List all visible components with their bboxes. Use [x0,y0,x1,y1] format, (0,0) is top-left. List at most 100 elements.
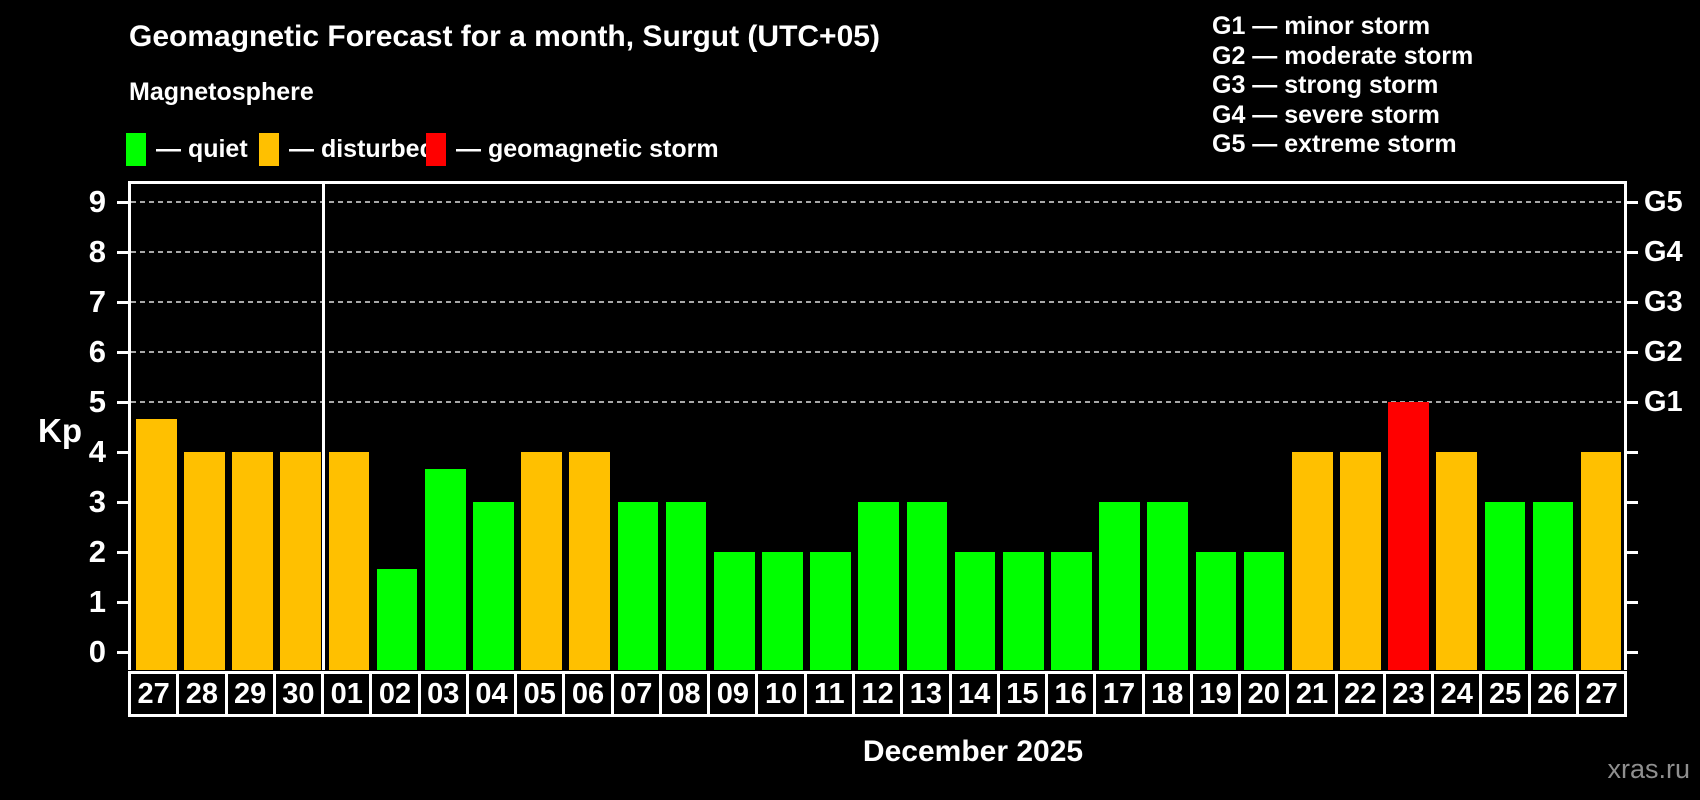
month-separator-line [322,184,326,670]
y-axis-label: 9 [88,184,106,219]
y-axis-tick [117,500,131,504]
day-label-29: 29 [224,671,276,717]
kp-bar-day-24 [1436,452,1477,670]
kp-bar-day-14 [954,552,996,670]
storm-color-swatch [426,132,446,166]
g-legend-line-g2: G2 — moderate storm [1212,41,1474,70]
right-axis-tick [1624,500,1638,504]
g-legend-line-g1: G1 — minor storm [1212,12,1431,40]
kp-bar-day-22 [1340,452,1381,670]
day-label-11: 11 [803,671,855,717]
right-axis-tick [1624,350,1638,354]
plot-area [128,181,1627,670]
magnetosphere-label: Magnetosphere [129,78,314,106]
g-legend-line-g4: G4 — severe storm [1212,100,1440,129]
kp-bar-day-01 [328,452,370,670]
x-axis-title: December 2025 [862,735,1084,768]
day-label-13: 13 [900,671,952,717]
right-axis-tick [1624,400,1638,404]
g-scale-label-g1: G1 [1644,386,1683,418]
legend-item-label: — geomagnetic storm [456,135,719,163]
kp-bar-day-10 [762,552,803,670]
day-label-19: 19 [1189,671,1242,717]
gridline-kp-7 [131,301,1624,303]
day-label-26: 26 [1527,671,1579,717]
right-axis-tick [1624,300,1638,304]
legend-item-quiet: — quiet [126,132,248,166]
disturbed-color-swatch [259,132,279,166]
kp-bar-day-16 [1051,552,1092,670]
legend-item-label: — quiet [156,135,248,163]
g-scale-label-g3: G3 [1644,286,1683,318]
day-label-06: 06 [562,671,614,717]
day-label-21: 21 [1286,671,1338,717]
g-scale-label-g4: G4 [1644,236,1683,268]
day-label-15: 15 [996,671,1049,717]
day-label-09: 09 [707,671,759,717]
kp-bar-day-29 [232,452,273,670]
kp-bar-day-27 [136,418,177,670]
kp-bar-day-15 [1002,552,1044,670]
chart-title: Geomagnetic Forecast for a month, Surgut… [129,20,880,53]
y-axis-tick [117,450,131,454]
kp-bar-day-19 [1195,552,1237,670]
y-axis-label: 8 [88,234,106,269]
y-axis-label: 4 [88,434,106,469]
kp-bar-day-30 [280,452,322,670]
kp-bar-day-20 [1243,552,1285,670]
kp-bar-day-17 [1099,502,1140,670]
kp-bar-day-23 [1388,402,1429,670]
day-label-10: 10 [755,671,807,717]
y-axis-tick [117,250,131,254]
day-label-14: 14 [948,671,1000,717]
day-label-23: 23 [1382,671,1435,717]
y-axis-label: 2 [88,534,106,569]
g-scale-label-g2: G2 [1644,336,1683,368]
g-legend-line-g5: G5 — extreme storm [1212,130,1457,159]
kp-bar-day-03 [424,468,466,670]
day-label-30: 30 [272,671,325,717]
day-label-17: 17 [1093,671,1145,717]
kp-bar-day-05 [521,452,562,670]
y-axis-tick [117,350,131,354]
day-label-25: 25 [1479,671,1531,717]
right-axis-tick [1624,550,1638,554]
y-axis-tick [117,550,131,554]
x-axis-day-labels: 27 28 29 30 01 02 03 04 05 06 07 08 09 10 11 12 13 14 15 16… [128,671,1628,717]
y-axis-tick [117,200,131,204]
gridline-kp-9 [131,201,1624,203]
kp-bar-day-11 [810,552,851,670]
day-label-04: 04 [465,671,518,717]
day-label-27: 27 [128,671,180,717]
right-axis-tick [1624,250,1638,254]
day-label-03: 03 [417,671,469,717]
y-axis-label: 6 [88,334,106,369]
kp-bar-day-02 [376,568,418,670]
kp-bar-day-13 [906,502,948,670]
right-axis-tick [1624,600,1638,604]
gridline-kp-6 [131,351,1624,353]
y-axis-label: 5 [88,384,106,419]
kp-bar-day-26 [1532,502,1574,670]
day-label-08: 08 [658,671,711,717]
day-label-02: 02 [369,671,421,717]
day-label-12: 12 [851,671,904,717]
kp-bar-day-07 [617,502,659,670]
y-axis-tick [117,600,131,604]
y-axis-label: 7 [88,284,106,319]
kp-bar-day-28 [184,452,225,670]
day-label-01: 01 [321,671,373,717]
right-axis-tick [1624,650,1638,654]
watermark: xras.ru [1607,754,1690,784]
kp-bar-day-09 [713,552,755,670]
kp-bar-day-21 [1291,452,1333,670]
day-label-20: 20 [1238,671,1290,717]
kp-bar-day-18 [1147,502,1189,670]
kp-bar-day-25 [1484,502,1526,670]
quiet-color-swatch [126,132,146,166]
g-scale-legend: G1 — minor storm G2 — moderate storm G3 … [1212,12,1473,160]
day-label-18: 18 [1141,671,1193,717]
g-legend-line-g3: G3 — strong storm [1212,71,1439,100]
right-axis-tick [1624,450,1638,454]
legend-item-label: — disturbed [289,135,435,163]
